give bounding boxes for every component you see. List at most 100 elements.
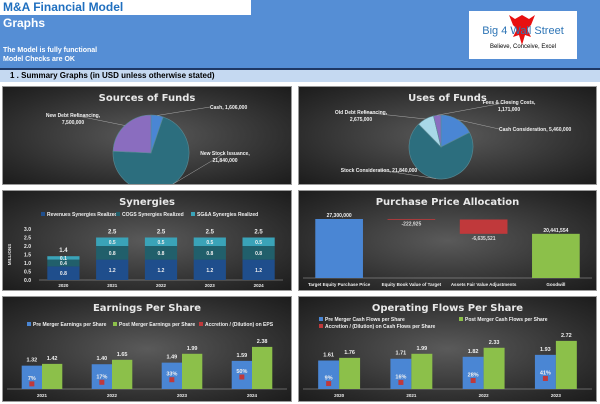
logo-tagline: Believe, Conceive, Excel [489,44,557,50]
bar [21,365,42,389]
x-tick: 2024 [247,393,258,398]
data-label: 1.2 [158,268,165,274]
accretion-label: 17% [96,374,107,380]
bar-segment [242,246,275,260]
bar-segment [193,246,226,260]
waterfall-bar [459,219,508,234]
bar [555,340,577,389]
legend-swatch [27,322,31,326]
legend-swatch [191,212,195,216]
x-tick: 2021 [37,393,48,398]
x-tick: 2023 [551,393,562,398]
waterfall-bar [532,233,580,278]
data-label: 1.2 [206,268,213,274]
slice-value: 21,840,000 [212,158,237,164]
data-label: 1.61 [323,353,334,359]
accretion-label: 16% [395,374,406,380]
legend-swatch [41,212,45,216]
bar-segment [47,256,80,260]
y-axis-label: MILLIONS [7,244,12,266]
bar [483,347,505,389]
x-tick: 2021 [107,283,118,288]
bar-segment [242,259,275,280]
accretion-marker [398,379,404,385]
bar-segment [47,266,80,280]
slice-value: 1,171,000 [498,107,520,113]
x-tick: 2021 [406,393,417,398]
legend-label: Pre Merger Earnings per Share [33,322,107,328]
slice-value: 7,500,000 [62,120,84,126]
x-tick: Target Equity Purchase Price [308,282,371,287]
legend-swatch [199,322,203,326]
total-label: 2.5 [108,230,117,236]
total-label: 2.5 [254,230,263,236]
data-label: 2.38 [257,339,268,345]
legend-label: Accretion / (Dilution) on Cash Flows per… [325,324,436,330]
accretion-label: 7% [28,376,36,382]
slice-label: Fees & Closing Costs, 1,171,000 [483,100,536,113]
chart-canvas: Purchase Price Allocation 27,300,000 Targe… [303,197,592,287]
data-label: 1.59 [236,353,247,359]
bar-segment [96,259,129,280]
bar-segment [193,237,226,246]
data-label: 1.2 [109,268,116,274]
earnings-per-share-chart: Earnings Per Share Pre Merger Earnings pe… [2,296,292,402]
slice-label: New Debt Refinancing, 7,500,000 [46,113,101,126]
uses-of-funds-chart: Uses of Funds Cash Consideration, 5,460,0… [298,86,597,185]
data-label: 0.1 [60,256,67,262]
legend-swatch [319,324,323,328]
legend-label: Accretion / (Dilution) on EPS [205,322,274,328]
purchase-price-allocation-chart: Purchase Price Allocation 27,300,000 Targe… [298,190,597,291]
data-label: 2.72 [561,333,572,339]
chart-title: Purchase Price Allocation [376,197,520,208]
accretion-marker [326,381,332,387]
x-tick: 2022 [156,283,167,288]
legend-swatch [319,317,323,321]
data-label: -6,635,521 [472,236,496,242]
bar-segment [96,246,129,260]
bar-segment [47,259,80,267]
data-label: 0.8 [206,251,213,257]
accretion-label: 28% [468,373,479,379]
y-tick: 1.0 [24,261,31,267]
legend-label: Post Merger Earnings per Share [119,322,195,328]
bar [339,357,361,389]
leader-line [437,101,510,116]
data-label: 1.71 [396,351,407,357]
chart-title: Sources of Funds [99,93,196,104]
data-label: 0.5 [255,240,262,246]
bar [182,353,203,389]
data-label: 0.5 [109,240,116,246]
legend-swatch [116,212,120,216]
total-label: 2.5 [157,230,166,236]
bar [318,360,340,389]
app-title: M&A Financial Model [0,0,251,15]
data-label: 1.93 [540,347,551,353]
data-label: 0.8 [158,251,165,257]
waterfall-bar [387,219,436,220]
data-label: 1.76 [344,350,355,356]
data-label: 2.33 [489,340,500,346]
total-label: 2.5 [206,230,215,236]
logo: Big 4 Wall Street Believe, Conceive, Exc… [469,11,577,59]
x-tick: 2024 [254,283,265,288]
chart-title: Uses of Funds [408,93,487,104]
slice-label: Stock Consideration, 21,840,000 [341,168,418,174]
chart-canvas: Operating Flows Per Share Pre Merger Cash… [303,303,592,398]
logo-text: Big 4 Wall Street [482,25,564,37]
bar [411,353,433,389]
accretion-marker [470,378,476,384]
accretion-label: 9% [325,376,333,382]
leader-line [378,169,436,179]
status-functional: The Model is fully functional [3,47,98,54]
legend-label: Pre Merger Cash Flows per Share [325,317,405,323]
legend-label: Revenues Synergies Realized [47,212,118,218]
chart-title: Operating Flows Per Share [372,303,523,314]
data-label: 0.8 [60,271,67,277]
x-tick: Goodwill [546,282,565,287]
chart-canvas: Uses of Funds Cash Consideration, 5,460,0… [335,93,571,180]
pie-slice [112,116,190,184]
data-label: -222,925 [402,221,422,227]
data-label: 0.5 [206,240,213,246]
sources-of-funds-chart: Sources of Funds Cash, 1,606,000 New Stock… [2,86,292,185]
